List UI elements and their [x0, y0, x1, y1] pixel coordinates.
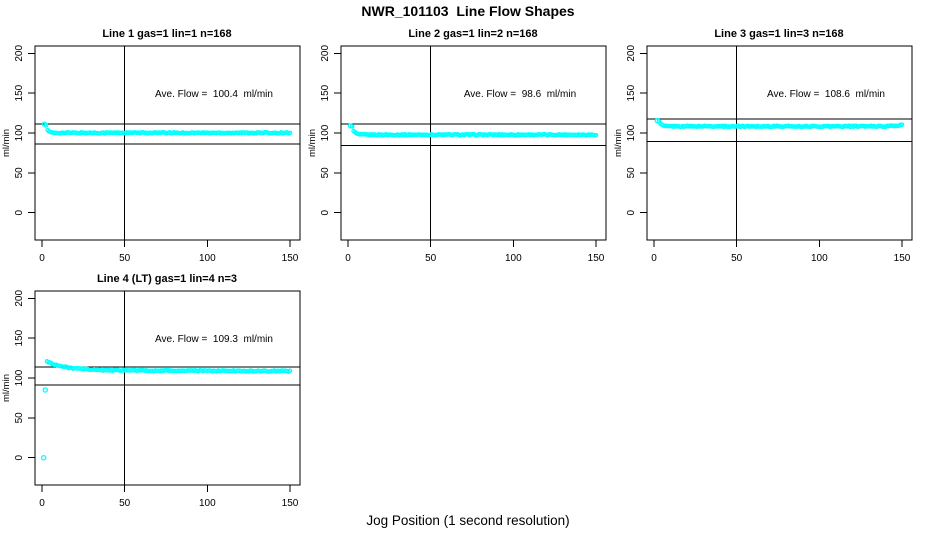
outlier-point: [42, 387, 49, 393]
line-4-chart: 0 50 100 150 0 50 100 150 200 Line 4 (LT) gas=1 …: [1, 273, 301, 509]
subplot-title: Line 3 gas=1 lin=3 n=168: [714, 28, 843, 40]
x-tick-label: 100: [199, 498, 216, 509]
y-tick-label: 200: [320, 45, 331, 62]
avg-flow-annotation: Ave. Flow = 109.3 ml/min: [155, 334, 273, 345]
x-tick-label: 0: [39, 253, 45, 264]
y-tick-label: 150: [14, 329, 25, 346]
y-tick-label: 150: [320, 84, 331, 101]
x-tick-label: 50: [119, 253, 131, 264]
y-tick-label: 50: [14, 167, 25, 179]
y-tick-label: 100: [320, 124, 331, 141]
x-tick-label: 0: [651, 253, 657, 264]
x-tick-label: 150: [282, 498, 299, 509]
y-tick-label: 0: [14, 454, 25, 460]
y-axis-label: ml/min: [307, 129, 318, 157]
plot-frame: 0 50 100 150 0 50 100 150 200: [626, 45, 913, 264]
plot-frame: 0 50 100 150 0 50 100 150 200: [320, 45, 607, 264]
subplot-title: Line 2 gas=1 lin=2 n=168: [408, 28, 537, 40]
y-axis-label: ml/min: [1, 129, 12, 157]
y-tick-label: 50: [626, 167, 637, 179]
x-tick-label: 0: [39, 498, 45, 509]
line-2-chart: 0 50 100 150 0 50 100 150 200 Line 2 gas=1 lin=2…: [307, 28, 607, 264]
y-tick-label: 200: [14, 290, 25, 307]
x-tick-label: 100: [199, 253, 216, 264]
outlier-point: [347, 123, 354, 129]
avg-flow-annotation: Ave. Flow = 100.4 ml/min: [155, 89, 273, 100]
avg-flow-annotation: Ave. Flow = 98.6 ml/min: [464, 89, 576, 100]
x-tick-label: 100: [505, 253, 522, 264]
outlier-point: [41, 121, 48, 127]
data-points: [654, 117, 905, 130]
x-tick-label: 0: [345, 253, 351, 264]
outlier-point: [654, 117, 661, 124]
data-points: [40, 359, 293, 461]
y-tick-label: 0: [14, 209, 25, 215]
y-tick-label: 0: [626, 209, 637, 215]
x-tick-label: 100: [811, 253, 828, 264]
main-title: NWR_101103 Line Flow Shapes: [361, 3, 575, 19]
x-tick-label: 150: [894, 253, 911, 264]
y-tick-label: 100: [14, 369, 25, 386]
x-tick-label: 50: [731, 253, 743, 264]
plot-frame: 0 50 100 150 0 50 100 150 200: [14, 45, 301, 264]
subplot-line-4: 0 50 100 150 0 50 100 150 200 Line 4 (LT) gas=1 …: [0, 265, 312, 517]
subplot-line-1: 0 50 100 150 0 50 100 150 200 Line 1 gas=1 lin=1…: [0, 20, 312, 272]
x-tick-label: 150: [588, 253, 605, 264]
y-tick-label: 100: [14, 124, 25, 141]
y-tick-label: 200: [626, 45, 637, 62]
x-tick-label: 150: [282, 253, 299, 264]
y-tick-label: 50: [320, 167, 331, 179]
y-tick-label: 200: [14, 45, 25, 62]
outlier-point: [40, 454, 47, 461]
data-points: [41, 121, 293, 136]
avg-flow-annotation: Ave. Flow = 108.6 ml/min: [767, 89, 885, 100]
subplot-line-3: 0 50 100 150 0 50 100 150 200 Line 3 gas=1 lin=3…: [612, 20, 924, 272]
line-3-chart: 0 50 100 150 0 50 100 150 200 Line 3 gas=1 lin=3…: [613, 28, 913, 264]
y-axis-label: ml/min: [1, 374, 12, 402]
y-tick-label: 150: [14, 84, 25, 101]
x-axis-label: Jog Position (1 second resolution): [366, 513, 570, 528]
data-points: [347, 123, 599, 138]
subplot-title: Line 1 gas=1 lin=1 n=168: [102, 28, 231, 40]
y-tick-label: 150: [626, 84, 637, 101]
y-tick-label: 100: [626, 124, 637, 141]
x-tick-label: 50: [425, 253, 437, 264]
y-axis-label: ml/min: [613, 129, 624, 157]
subplot-line-2: 0 50 100 150 0 50 100 150 200 Line 2 gas=1 lin=2…: [306, 20, 618, 272]
y-tick-label: 50: [14, 412, 25, 424]
plot-frame: 0 50 100 150 0 50 100 150 200: [14, 290, 301, 509]
y-tick-label: 0: [320, 209, 331, 215]
x-tick-label: 50: [119, 498, 131, 509]
line-1-chart: 0 50 100 150 0 50 100 150 200 Line 1 gas=1 lin=1…: [1, 28, 301, 264]
subplot-title: Line 4 (LT) gas=1 lin=4 n=3: [97, 273, 237, 285]
